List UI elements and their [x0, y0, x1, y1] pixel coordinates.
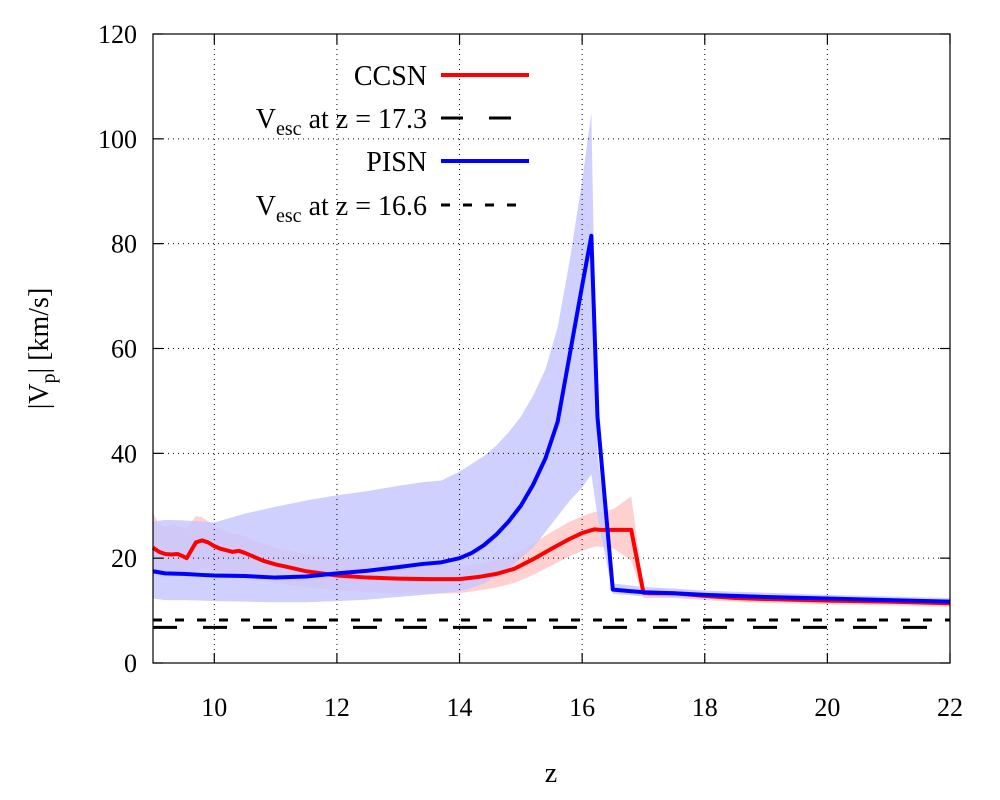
legend-label-sub: esc	[276, 205, 302, 227]
y-tick-label: 100	[98, 125, 137, 154]
legend-label-rest: at z = 16.6	[302, 191, 427, 222]
x-tick-label: 18	[692, 693, 718, 722]
y-axis-label-rest: | [km/s]	[24, 288, 55, 374]
y-tick-label: 0	[124, 649, 137, 678]
legend-label-sub: esc	[276, 118, 302, 140]
legend-label: PISN	[366, 147, 427, 178]
legend-label: CCSN	[354, 61, 427, 92]
y-tick-label: 60	[111, 335, 137, 364]
legend-label-base: V	[256, 104, 276, 135]
legend-label: Vesc at z = 17.3	[256, 104, 427, 140]
series-lines	[151, 233, 951, 629]
legend-label-rest: at z = 17.3	[302, 104, 427, 135]
legend-label-base: CCSN	[354, 61, 427, 92]
y-tick-label: 120	[98, 20, 137, 49]
axis-ticks: 10 12 14 16 18 20 22 0 20 40 60 80 100 120	[98, 20, 963, 722]
x-axis-label: z	[545, 758, 557, 789]
y-tick-label: 40	[111, 439, 137, 468]
x-tick-label: 10	[201, 693, 227, 722]
pisn-band	[153, 112, 950, 606]
uncertainty-bands	[153, 112, 950, 607]
y-axis-label: |Vp| [km/s]	[24, 288, 60, 410]
x-tick-label: 12	[324, 693, 350, 722]
legend-label: Vesc at z = 16.6	[256, 191, 427, 227]
x-tick-label: 22	[937, 693, 963, 722]
y-axis-label-sub: p	[38, 373, 60, 383]
x-tick-label: 16	[569, 693, 595, 722]
y-tick-label: 20	[111, 544, 137, 573]
x-tick-label: 20	[814, 693, 840, 722]
legend-label-base: V	[256, 191, 276, 222]
y-tick-label: 80	[111, 230, 137, 259]
legend-label-base: PISN	[366, 147, 427, 178]
x-tick-label: 14	[447, 693, 473, 722]
y-axis-label-base: |V	[24, 383, 55, 409]
legend: CCSN Vesc at z = 17.3 PISN Vesc at z = 16.6	[256, 61, 529, 227]
pisn-line	[152, 233, 951, 604]
